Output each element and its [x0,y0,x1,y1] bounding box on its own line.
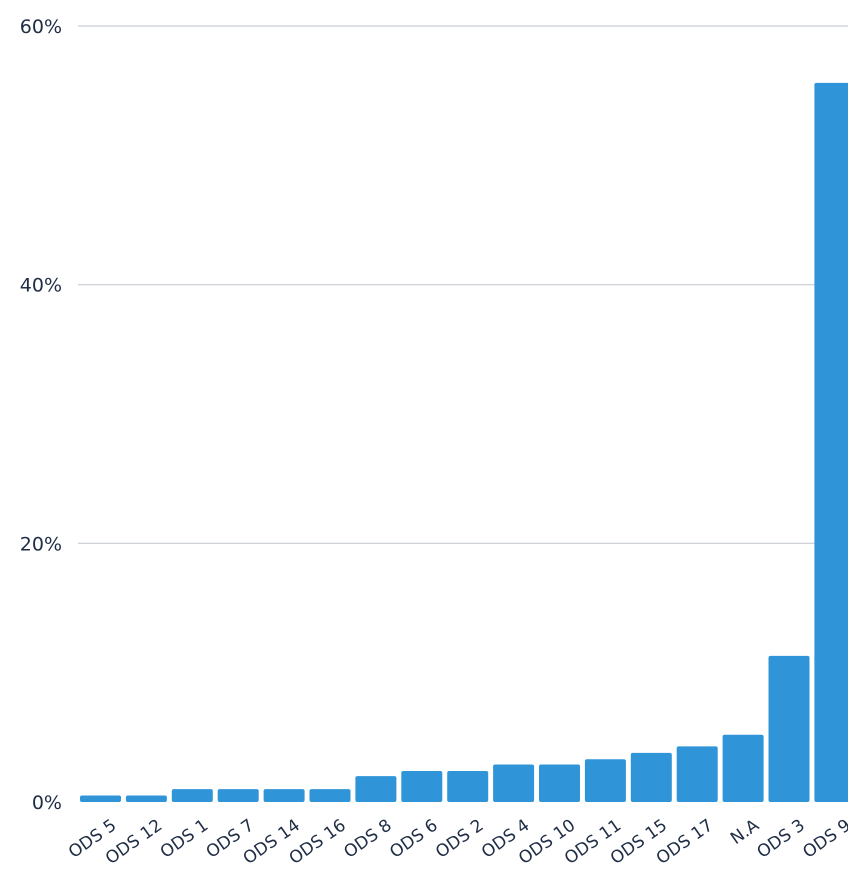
bars [80,82,848,803]
x-tick-label: ODS 3 [753,816,808,863]
x-tick-label: ODS 2 [432,816,487,863]
y-tick-label: 20% [20,533,62,555]
bar-ods-2[interactable] [447,771,489,802]
x-tick-label: ODS 6 [386,816,441,863]
y-axis-tick-labels: 0% 20% 40% 60% [20,16,62,814]
bar-n-a[interactable] [722,734,764,802]
bar-ods-1[interactable] [171,789,213,802]
bar-ods-4[interactable] [493,764,535,803]
grid-lines [78,25,848,544]
bar-ods-17[interactable] [676,746,718,802]
bar-ods-16[interactable] [309,789,351,802]
bar-ods-10[interactable] [539,764,580,803]
y-tick-label: 60% [20,16,62,38]
bar-ods-12[interactable] [125,795,167,803]
bar-ods-6[interactable] [401,771,443,802]
bar-ods-14[interactable] [263,789,305,802]
x-tick-label: ODS 9 [799,816,848,863]
bar-ods-3[interactable] [768,655,810,802]
y-tick-label: 40% [20,275,62,297]
bar-ods-11[interactable] [584,759,626,802]
bar-ods-9[interactable] [814,82,848,802]
x-tick-label: ODS 1 [157,816,212,863]
x-tick-label: ODS 8 [340,816,395,863]
y-tick-label: 0% [32,792,62,814]
bar-ods-15[interactable] [630,752,672,802]
bar-ods-8[interactable] [355,776,397,802]
bar-ods-7[interactable] [217,789,259,802]
bar-ods-5[interactable] [80,795,121,803]
